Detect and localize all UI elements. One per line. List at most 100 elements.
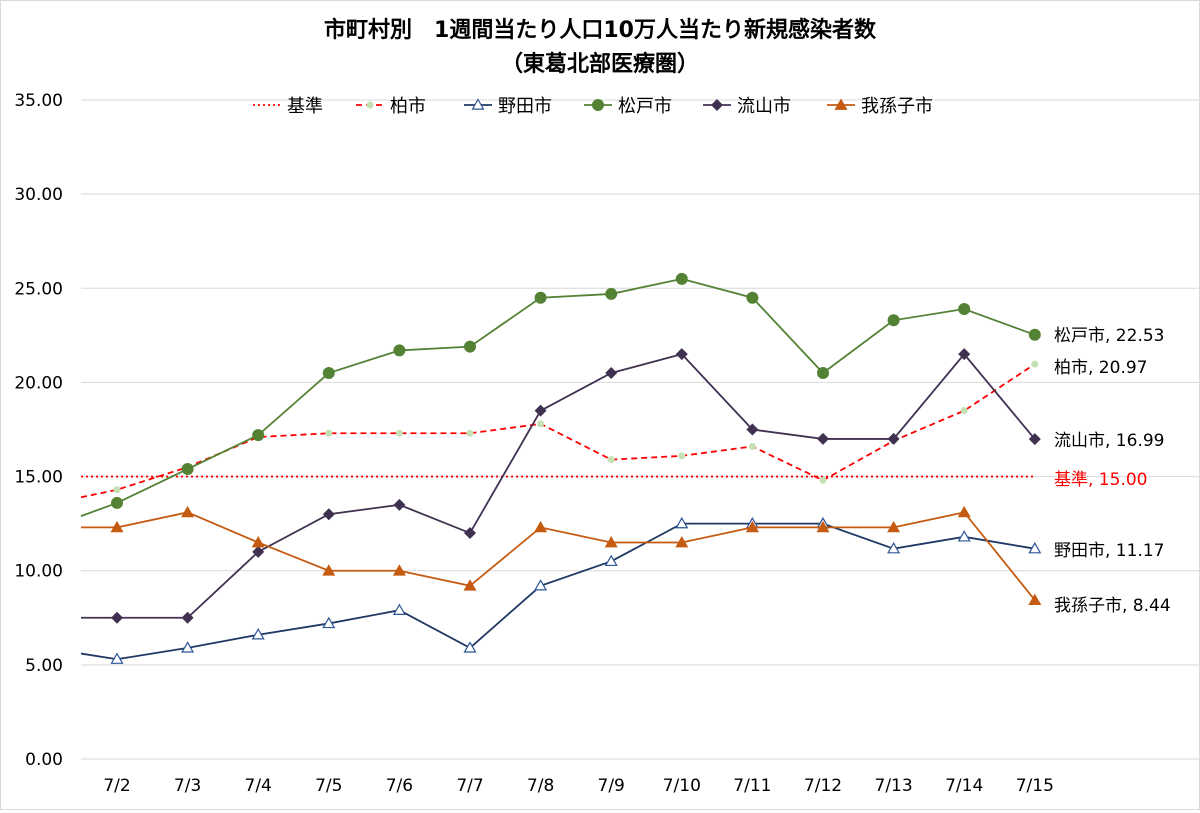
data-point	[957, 505, 971, 518]
x-tick-label: 7/7	[456, 776, 483, 796]
data-point	[463, 641, 477, 653]
data-point	[834, 98, 848, 110]
series-end-label: 我孫子市, 8.44	[1054, 596, 1171, 616]
x-tick-label: 7/4	[245, 776, 272, 796]
x-tick-label: 7/12	[804, 776, 842, 796]
series-end-label: 松戸市, 22.53	[1054, 326, 1164, 346]
data-point	[746, 291, 759, 304]
data-point	[960, 407, 968, 415]
x-tick-label: 7/2	[103, 776, 130, 796]
data-point	[322, 508, 335, 521]
legend-item[interactable]: 基準	[253, 96, 323, 117]
legend-label: 松戸市	[618, 96, 672, 117]
data-point	[463, 579, 477, 591]
legend-item[interactable]: 柏市	[356, 96, 426, 117]
x-tick-label: 7/14	[945, 776, 983, 796]
data-point	[1028, 593, 1042, 605]
series-line	[81, 352, 1036, 619]
data-point	[471, 98, 485, 110]
data-point	[325, 429, 333, 437]
legend-label: 流山市	[737, 96, 791, 117]
data-point	[366, 101, 374, 109]
data-point	[1028, 328, 1041, 341]
data-point	[113, 486, 121, 494]
y-tick-label: 30.00	[14, 185, 63, 205]
y-tick-label: 10.00	[14, 562, 63, 582]
data-point	[392, 603, 406, 615]
end-labels: 基準, 15.00 柏市, 20.97 野田市, 11.17 松戸市, 22.53 流山…	[1054, 326, 1171, 616]
data-point	[464, 340, 476, 353]
data-point	[111, 611, 123, 624]
grid-lines	[81, 99, 1199, 760]
data-point	[958, 302, 971, 315]
series-4	[81, 348, 1041, 624]
data-point	[181, 641, 195, 653]
data-point	[675, 348, 688, 361]
series-end-label: 基準, 15.00	[1054, 470, 1147, 490]
series-3	[80, 272, 1041, 517]
data-point	[110, 652, 124, 664]
x-tick-label: 7/5	[315, 776, 342, 796]
series-end-label: 野田市, 11.17	[1054, 541, 1164, 561]
series-end-label: 柏市, 20.97	[1054, 358, 1147, 378]
data-point	[392, 564, 406, 576]
data-point	[534, 579, 548, 591]
data-point	[322, 616, 336, 629]
data-point	[604, 535, 618, 548]
data-point	[678, 452, 686, 460]
x-axis-tick-labels: 7/2 7/3 7/4 7/5 7/6 7/7 7/8 7/9 7/10 7/11 7/12 7/13…	[103, 776, 1054, 796]
legend-item[interactable]: 我孫子市	[827, 96, 933, 117]
y-tick-label: 35.00	[14, 91, 63, 111]
data-point	[675, 516, 689, 529]
x-tick-label: 7/3	[174, 776, 201, 796]
data-point	[181, 505, 195, 518]
y-tick-label: 0.00	[25, 750, 63, 770]
data-point	[957, 530, 971, 542]
data-point	[537, 420, 545, 428]
legend[interactable]: 基準 柏市 野田市 松戸市 流山市 我孫子市	[253, 96, 933, 117]
data-point	[817, 432, 829, 445]
data-point	[534, 291, 547, 304]
data-point	[592, 99, 604, 111]
data-point	[746, 423, 759, 436]
data-point	[887, 314, 900, 327]
x-tick-label: 7/13	[875, 776, 913, 796]
legend-label: 野田市	[498, 96, 552, 117]
data-point	[395, 429, 403, 437]
y-tick-label: 15.00	[14, 468, 63, 488]
data-point	[251, 628, 265, 640]
legend-label: 柏市	[390, 96, 426, 117]
data-point	[1028, 433, 1041, 446]
data-point	[748, 442, 756, 450]
legend-item[interactable]: 流山市	[703, 96, 791, 117]
legend-label: 我孫子市	[861, 96, 933, 117]
data-point	[110, 520, 124, 533]
data-point	[251, 535, 265, 548]
data-point	[393, 498, 406, 511]
data-point	[675, 535, 689, 548]
series-line	[80, 277, 1036, 517]
data-point	[111, 496, 123, 509]
data-point	[252, 545, 265, 558]
data-point	[607, 456, 615, 464]
data-point	[322, 564, 336, 576]
series-end-label: 流山市, 16.99	[1054, 431, 1164, 451]
y-axis-tick-labels: 0.00 5.00 10.00 15.00 20.00 25.00 30.00 35.00	[14, 91, 63, 770]
x-tick-label: 7/10	[663, 776, 701, 796]
data-point	[605, 287, 618, 300]
x-tick-label: 7/15	[1016, 776, 1054, 796]
series-line	[80, 522, 1035, 661]
x-tick-label: 7/9	[598, 776, 625, 796]
data-point	[817, 367, 829, 380]
data-point	[605, 367, 618, 380]
data-point	[466, 429, 474, 437]
series-2	[80, 516, 1042, 664]
chart-title: 市町村別 1週間当たり人口10万人当たり新規感染者数	[324, 17, 877, 43]
x-tick-label: 7/6	[386, 776, 413, 796]
y-tick-label: 20.00	[14, 373, 63, 393]
data-point	[887, 520, 901, 533]
data-point	[675, 272, 688, 285]
legend-item[interactable]: 野田市	[464, 96, 552, 117]
data-point	[534, 404, 547, 417]
legend-item[interactable]: 松戸市	[584, 96, 672, 117]
